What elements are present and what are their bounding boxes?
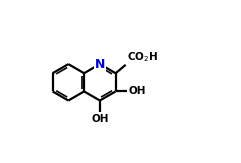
Text: CO$_2$H: CO$_2$H xyxy=(127,50,158,64)
Text: OH: OH xyxy=(129,86,146,96)
Text: OH: OH xyxy=(91,114,109,124)
Text: N: N xyxy=(95,58,105,71)
